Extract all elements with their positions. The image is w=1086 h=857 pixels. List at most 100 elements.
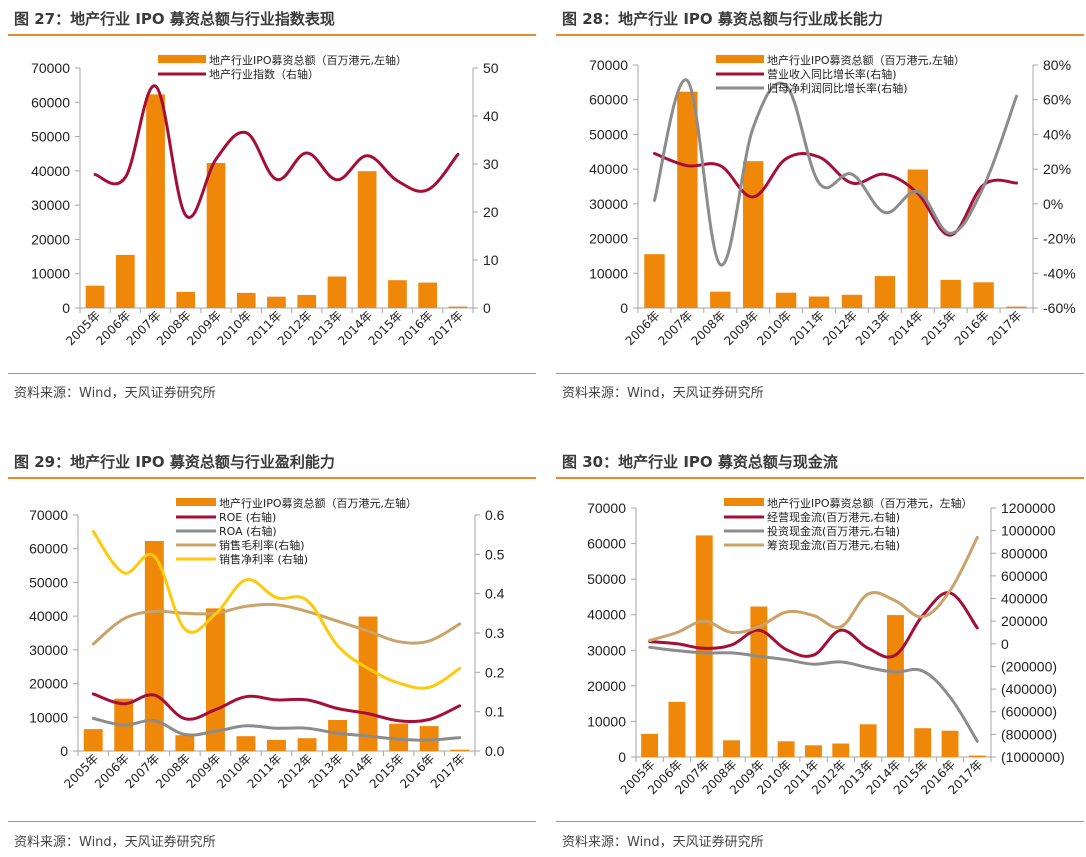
bar-2016年 — [973, 282, 994, 308]
title-divider — [8, 34, 536, 36]
left-axis-tick-label: 30000 — [29, 642, 68, 658]
left-axis-tick-label: 70000 — [31, 60, 70, 76]
left-axis-tick-label: 0 — [62, 300, 70, 316]
series-line-4 — [91, 530, 462, 690]
right-axis-tick-label: (400000) — [1001, 681, 1057, 697]
bar-2013年 — [328, 720, 347, 751]
right-axis-tick-label: (800000) — [1001, 726, 1057, 742]
legend-swatch-bar — [724, 498, 764, 506]
right-axis-tick-label: (200000) — [1001, 658, 1057, 674]
bar-2007年 — [677, 91, 698, 308]
bar-2014年 — [907, 169, 928, 308]
bar-2010年 — [236, 736, 256, 751]
right-axis-tick-label: 40% — [1043, 126, 1071, 142]
left-axis-tick-label: 50000 — [29, 574, 68, 590]
series-line-1 — [93, 84, 460, 219]
left-axis-tick-label: 20000 — [31, 231, 70, 247]
bar-2015年 — [388, 280, 407, 308]
legend-label: 地产行业IPO募资总额（百万港元,左轴） — [209, 53, 407, 67]
source-divider — [8, 821, 536, 822]
title-divider — [8, 477, 536, 479]
figure-29-chart: 0 10000 20000 30000 40000 50000 60000 70000 0.0 0… — [29, 496, 505, 791]
figure-title: 图 27：地产行业 IPO 募资总额与行业指数表现 — [14, 10, 335, 28]
x-axis-tick-label: 2017年 — [985, 308, 1025, 348]
series-line-3 — [91, 602, 462, 646]
title-divider — [556, 34, 1084, 36]
right-axis-tick-label: 0% — [1043, 196, 1063, 212]
bar-2009年 — [206, 163, 226, 308]
figure-27-chart: 0 10000 20000 30000 40000 50000 60000 70000 0 10 2… — [31, 53, 499, 348]
right-axis-tick-label: 0.4 — [485, 586, 505, 602]
bar-2007年 — [695, 535, 713, 757]
x-axis-tick-label: 2010年 — [754, 308, 794, 348]
legend-swatch-bar — [716, 55, 764, 63]
legend-swatch-bar — [158, 55, 206, 63]
left-axis-tick-label: 70000 — [589, 57, 628, 73]
left-axis-tick-label: 60000 — [31, 94, 70, 110]
bar-2005年 — [85, 285, 105, 308]
left-axis-tick-label: 0 — [60, 743, 68, 759]
right-axis-tick-label: 1000000 — [1001, 523, 1056, 539]
left-axis-tick-label: 40000 — [31, 163, 70, 179]
right-axis-tick-label: 0.1 — [485, 704, 505, 720]
legend-label: 销售毛利率(右轴) — [219, 538, 305, 552]
source-note: 资料来源：Wind，天风证券研究所 — [562, 386, 764, 401]
left-axis-tick-label: 20000 — [589, 231, 628, 247]
right-axis-tick-label: 80% — [1043, 57, 1071, 73]
legend-label: 地产行业指数（右轴） — [209, 67, 319, 81]
bar-2010年 — [777, 741, 795, 757]
right-axis-tick-label: -20% — [1043, 231, 1076, 247]
figure-title: 图 28：地产行业 IPO 募资总额与行业成长能力 — [562, 10, 883, 28]
right-axis-tick-label: 800000 — [1001, 545, 1048, 561]
bar-2009年 — [743, 161, 764, 308]
x-axis-tick-label: 2017年 — [428, 751, 468, 791]
right-axis-tick-label: 10 — [483, 252, 499, 268]
x-axis-tick-label: 2008年 — [688, 308, 728, 348]
left-axis-tick-label: 50000 — [587, 571, 626, 587]
legend-label: 地产行业IPO募资总额（百万港元，左轴） — [767, 496, 973, 510]
bar-2009年 — [750, 606, 768, 757]
right-axis-tick-label: 0 — [483, 300, 491, 316]
left-axis-tick-label: 10000 — [31, 266, 70, 282]
bar-2010年 — [775, 292, 797, 308]
bar-2012年 — [297, 738, 317, 751]
right-axis-tick-label: 600000 — [1001, 568, 1048, 584]
bar-2017年 — [448, 306, 468, 308]
bar-2016年 — [418, 282, 437, 308]
bar-2014年 — [358, 616, 378, 751]
legend-label: 投资现金流(百万港元,右轴) — [767, 524, 900, 538]
series-line-2 — [648, 645, 979, 743]
bar-2013年 — [327, 276, 347, 308]
right-axis-tick-label: 0.2 — [485, 664, 505, 680]
series-line-1 — [91, 692, 462, 724]
bar-2013年 — [859, 724, 877, 757]
bar-2017年 — [450, 749, 470, 751]
bar-2015年 — [914, 728, 932, 757]
left-axis-tick-label: 50000 — [589, 126, 628, 142]
bar-2008年 — [723, 740, 740, 757]
bar-2012年 — [832, 743, 850, 757]
bar-2015年 — [940, 279, 961, 308]
right-axis-tick-label: 40 — [483, 108, 499, 124]
bar-2017年 — [968, 755, 986, 757]
bar-2011年 — [808, 296, 830, 308]
left-axis-tick-label: 30000 — [587, 642, 626, 658]
left-axis-tick-label: 30000 — [589, 196, 628, 212]
right-axis-tick-label: (1000000) — [1001, 749, 1065, 765]
legend-label: 地产行业IPO募资总额（百万港元,左轴） — [767, 53, 965, 67]
bar-2012年 — [841, 294, 863, 308]
left-axis-tick-label: 20000 — [29, 676, 68, 692]
right-axis-tick-label: 400000 — [1001, 591, 1048, 607]
bar-2010年 — [236, 292, 256, 308]
right-axis-tick-label: 20% — [1043, 161, 1071, 177]
left-axis-tick-label: 10000 — [29, 709, 68, 725]
left-axis-tick-label: 10000 — [589, 265, 628, 281]
x-axis-tick-label: 2016年 — [952, 308, 992, 348]
x-axis-tick-label: 2006年 — [623, 308, 663, 348]
right-axis-tick-label: 0.5 — [485, 546, 505, 562]
left-axis-tick-label: 60000 — [589, 92, 628, 108]
right-axis-tick-label: 20 — [483, 204, 499, 220]
right-axis-tick-label: 0.3 — [485, 625, 505, 641]
x-axis-tick-label: 2013年 — [853, 308, 893, 348]
legend-label: ROE (右轴) — [219, 510, 276, 524]
